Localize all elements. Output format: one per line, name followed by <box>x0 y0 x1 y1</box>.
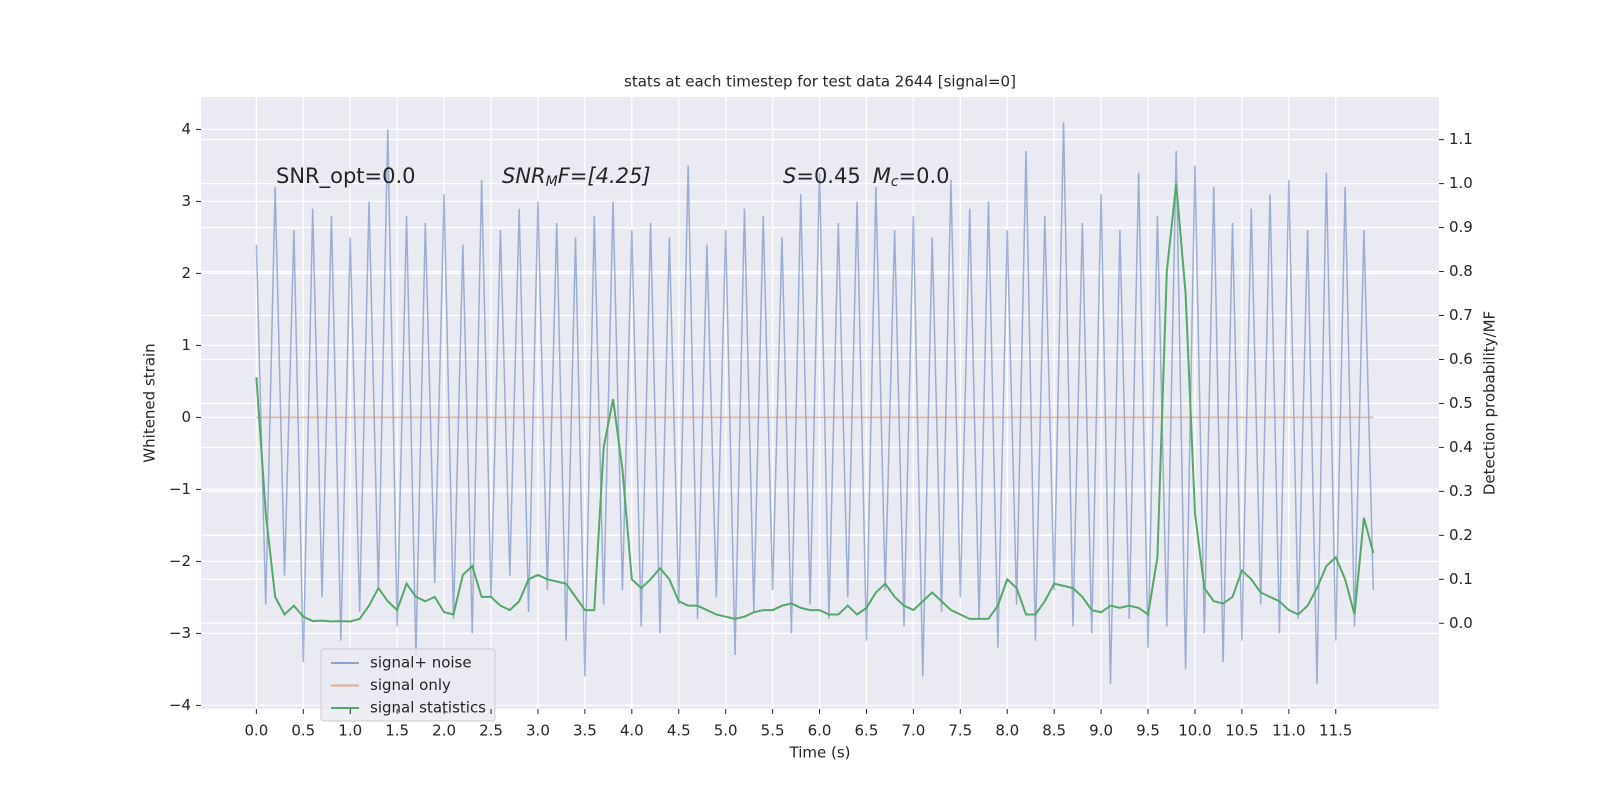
annotation-text: =0.0 <box>899 164 950 188</box>
x-tick-label: 5.0 <box>714 722 738 740</box>
legend-label: signal statistics <box>370 699 486 717</box>
y2-tick-label: 0.2 <box>1449 526 1473 544</box>
y-axis-label: Whitened strain <box>141 343 159 462</box>
y-tick-label: −1 <box>169 480 191 498</box>
y-tick-label: 3 <box>181 192 191 210</box>
x-tick-label: 1.0 <box>338 722 362 740</box>
x-tick-label: 8.5 <box>1042 722 1066 740</box>
x-tick-label: 11.0 <box>1272 722 1305 740</box>
grid <box>201 97 1439 709</box>
annotation: S=0.45 Mc=0.0 <box>783 164 950 190</box>
y-tick-label: −4 <box>169 696 191 714</box>
x-tick-label: 2.0 <box>432 722 456 740</box>
annotation-subscript: c <box>891 174 899 190</box>
y2-tick-label: 0.9 <box>1449 218 1473 236</box>
annotation-text: F=[4.25] <box>558 164 651 188</box>
annotation-text: M <box>873 164 891 188</box>
x-tick-label: 8.0 <box>995 722 1019 740</box>
x-tick-label: 5.5 <box>761 722 785 740</box>
annotation: SNR_opt=0.0 <box>276 164 416 189</box>
y2-tick-label: 0.7 <box>1449 306 1473 324</box>
y2-tick-label: 1.0 <box>1449 174 1473 192</box>
x-tick-label: 1.5 <box>385 722 409 740</box>
x-tick-label: 3.0 <box>526 722 550 740</box>
x-tick-label: 6.0 <box>808 722 832 740</box>
x-tick-label: 10.0 <box>1178 722 1211 740</box>
annotation: SNRMF=[4.25] <box>502 164 651 190</box>
x-tick-label: 7.5 <box>948 722 972 740</box>
annotation-subscript: M <box>546 174 558 190</box>
y2-tick-label: 1.1 <box>1449 130 1473 148</box>
y-tick-label: 4 <box>181 120 191 138</box>
x-tick-label: 0.0 <box>244 722 268 740</box>
x-tick-label: 9.0 <box>1089 722 1113 740</box>
legend: signal+ noise signal only signal statistic… <box>320 648 496 722</box>
y2-tick-label: 0.0 <box>1449 614 1473 632</box>
y2-tick-label: 0.5 <box>1449 394 1473 412</box>
y2-tick-label: 0.6 <box>1449 350 1473 368</box>
y2-tick-label: 0.8 <box>1449 262 1473 280</box>
legend-box <box>320 648 496 722</box>
x-tick-label: 9.5 <box>1136 722 1160 740</box>
x-axis-label: Time (s) <box>789 744 851 762</box>
legend-label: signal only <box>370 676 451 694</box>
x-tick-label: 7.0 <box>901 722 925 740</box>
x-tick-label: 10.5 <box>1225 722 1258 740</box>
marks <box>255 122 1375 684</box>
annotation-text: SNR <box>502 164 546 188</box>
y2-tick-label: 0.4 <box>1449 438 1473 456</box>
legend-label: signal+ noise <box>370 654 472 672</box>
x-tick-label: 3.5 <box>573 722 597 740</box>
series-line <box>255 183 1375 623</box>
annotation-text: S <box>783 164 796 188</box>
y2-axis-label: Detection probability/MF <box>1481 311 1499 495</box>
y-tick-label: −2 <box>169 552 191 570</box>
x-tick-label: 2.5 <box>479 722 503 740</box>
x-tick-label: 0.5 <box>291 722 315 740</box>
x-tick-label: 4.0 <box>620 722 644 740</box>
y2-tick-label: 0.3 <box>1449 482 1473 500</box>
y-tick-label: 0 <box>181 408 191 426</box>
x-tick-label: 6.5 <box>855 722 879 740</box>
y-tick-label: 1 <box>181 336 191 354</box>
y-tick-label: 2 <box>181 264 191 282</box>
series-line <box>255 122 1375 684</box>
annotation-text: =0.45 <box>796 164 860 188</box>
annotation-text: SNR_opt=0.0 <box>276 164 416 189</box>
y2-tick-label: 0.1 <box>1449 570 1473 588</box>
chart-title: stats at each timestep for test data 264… <box>624 73 1016 91</box>
x-tick-label: 4.5 <box>667 722 691 740</box>
y-tick-label: −3 <box>169 624 191 642</box>
x-tick-label: 11.5 <box>1319 722 1352 740</box>
